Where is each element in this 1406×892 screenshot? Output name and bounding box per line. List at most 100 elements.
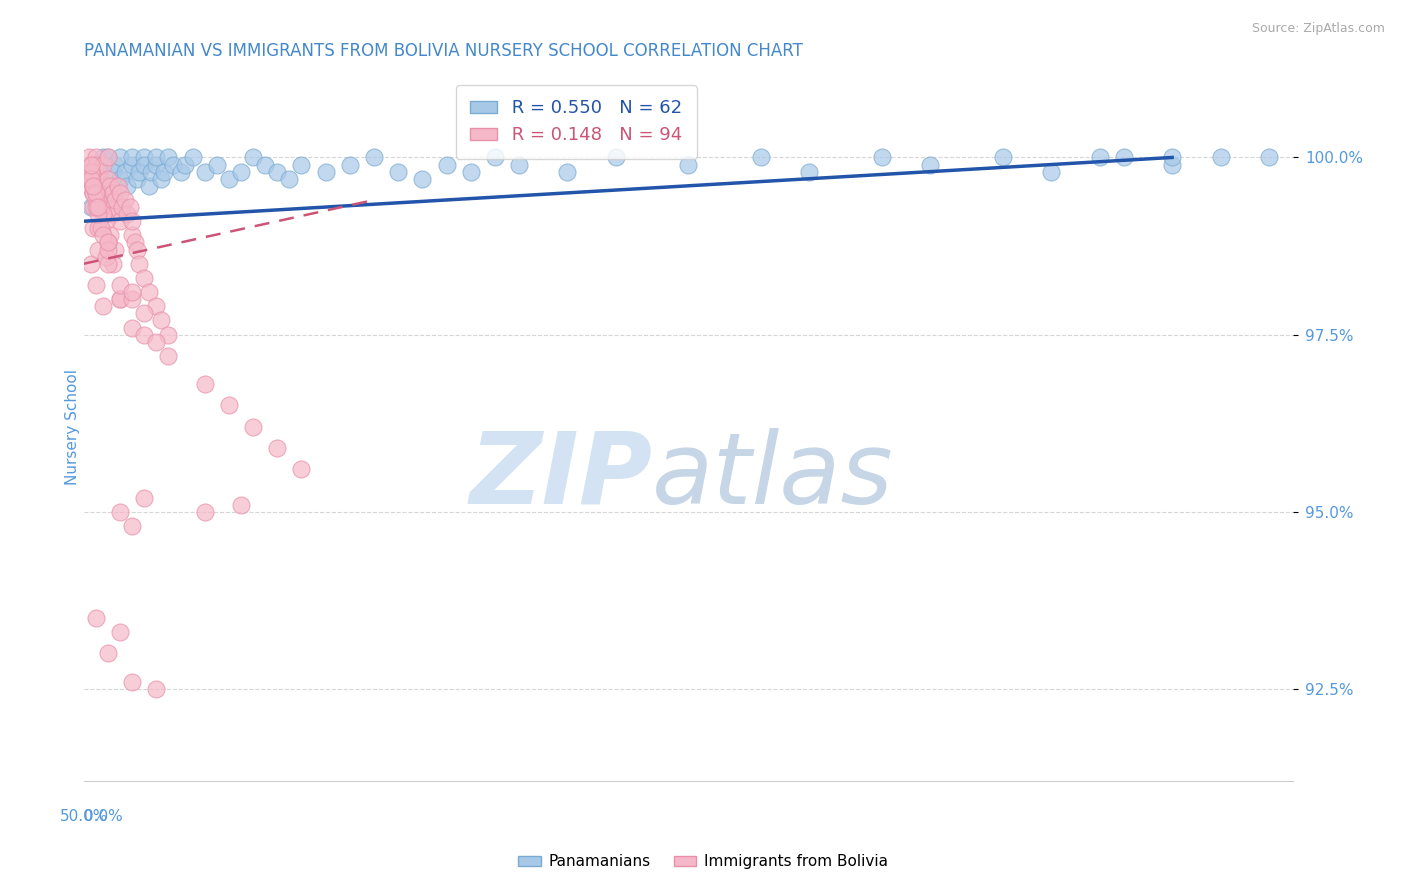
Point bbox=[108, 625, 131, 640]
Point bbox=[749, 151, 772, 165]
Point bbox=[90, 178, 112, 193]
Point bbox=[436, 157, 458, 171]
Point bbox=[128, 257, 150, 271]
Point bbox=[80, 157, 103, 171]
Point bbox=[460, 164, 482, 178]
Point bbox=[75, 164, 97, 178]
Point bbox=[108, 171, 131, 186]
Point bbox=[84, 164, 107, 178]
Point bbox=[104, 243, 127, 257]
Point bbox=[82, 178, 104, 193]
Point bbox=[1257, 151, 1279, 165]
Point bbox=[138, 285, 160, 299]
Point bbox=[97, 151, 120, 165]
Point bbox=[411, 171, 433, 186]
Point bbox=[145, 151, 167, 165]
Point bbox=[157, 349, 180, 363]
Point bbox=[91, 228, 114, 243]
Point bbox=[90, 221, 112, 235]
Point bbox=[98, 228, 121, 243]
Point bbox=[84, 278, 107, 293]
Point bbox=[87, 164, 110, 178]
Point bbox=[94, 214, 117, 228]
Point bbox=[84, 611, 107, 625]
Text: Source: ZipAtlas.com: Source: ZipAtlas.com bbox=[1251, 22, 1385, 36]
Text: PANAMANIAN VS IMMIGRANTS FROM BOLIVIA NURSERY SCHOOL CORRELATION CHART: PANAMANIAN VS IMMIGRANTS FROM BOLIVIA NU… bbox=[84, 42, 803, 60]
Point bbox=[94, 207, 117, 221]
Point bbox=[80, 257, 103, 271]
Point bbox=[80, 157, 103, 171]
Text: ZIP: ZIP bbox=[470, 428, 652, 524]
Point bbox=[77, 178, 100, 193]
Point bbox=[141, 164, 163, 178]
Point bbox=[84, 157, 107, 171]
Point bbox=[87, 193, 110, 207]
Point bbox=[125, 243, 148, 257]
Text: 0.0%: 0.0% bbox=[84, 809, 122, 824]
Point bbox=[157, 151, 180, 165]
Point bbox=[1040, 164, 1063, 178]
Point bbox=[101, 186, 124, 200]
Point bbox=[145, 299, 167, 313]
Point bbox=[870, 151, 893, 165]
Point bbox=[118, 200, 141, 214]
Point bbox=[97, 257, 120, 271]
Point bbox=[97, 235, 120, 250]
Point bbox=[108, 505, 131, 519]
Point bbox=[242, 419, 264, 434]
Point bbox=[97, 186, 120, 200]
Point bbox=[254, 157, 277, 171]
Point bbox=[121, 519, 143, 533]
Point bbox=[84, 193, 107, 207]
Point bbox=[290, 462, 312, 476]
Point bbox=[82, 164, 104, 178]
Point bbox=[80, 171, 103, 186]
Point bbox=[108, 292, 131, 306]
Point bbox=[121, 157, 143, 171]
Text: atlas: atlas bbox=[652, 428, 894, 524]
Point bbox=[138, 178, 160, 193]
Point bbox=[117, 178, 139, 193]
Legend:  R = 0.550   N = 62,  R = 0.148   N = 94: R = 0.550 N = 62, R = 0.148 N = 94 bbox=[456, 85, 697, 159]
Point bbox=[80, 164, 103, 178]
Point bbox=[82, 178, 104, 193]
Point bbox=[108, 292, 131, 306]
Point bbox=[1161, 151, 1184, 165]
Point bbox=[114, 193, 136, 207]
Point bbox=[80, 200, 103, 214]
Point bbox=[194, 377, 217, 392]
Point bbox=[108, 214, 131, 228]
Point bbox=[82, 200, 104, 214]
Point bbox=[1161, 157, 1184, 171]
Point bbox=[87, 193, 110, 207]
Point bbox=[90, 171, 112, 186]
Point bbox=[91, 157, 114, 171]
Point bbox=[339, 157, 361, 171]
Point bbox=[84, 186, 107, 200]
Point bbox=[125, 171, 148, 186]
Point bbox=[134, 306, 156, 320]
Point bbox=[117, 207, 139, 221]
Point bbox=[134, 151, 156, 165]
Point bbox=[991, 151, 1014, 165]
Point bbox=[80, 164, 103, 178]
Point bbox=[91, 207, 114, 221]
Point bbox=[157, 327, 180, 342]
Point bbox=[194, 164, 217, 178]
Point bbox=[121, 151, 143, 165]
Point bbox=[91, 186, 114, 200]
Point bbox=[101, 257, 124, 271]
Point bbox=[94, 250, 117, 264]
Point bbox=[114, 164, 136, 178]
Point bbox=[484, 151, 506, 165]
Point bbox=[121, 292, 143, 306]
Point bbox=[387, 164, 409, 178]
Point bbox=[90, 200, 112, 214]
Point bbox=[181, 151, 204, 165]
Point bbox=[266, 441, 288, 455]
Point bbox=[508, 157, 530, 171]
Legend: Panamanians, Immigrants from Bolivia: Panamanians, Immigrants from Bolivia bbox=[512, 848, 894, 875]
Point bbox=[174, 157, 197, 171]
Point bbox=[94, 178, 117, 193]
Point bbox=[98, 178, 121, 193]
